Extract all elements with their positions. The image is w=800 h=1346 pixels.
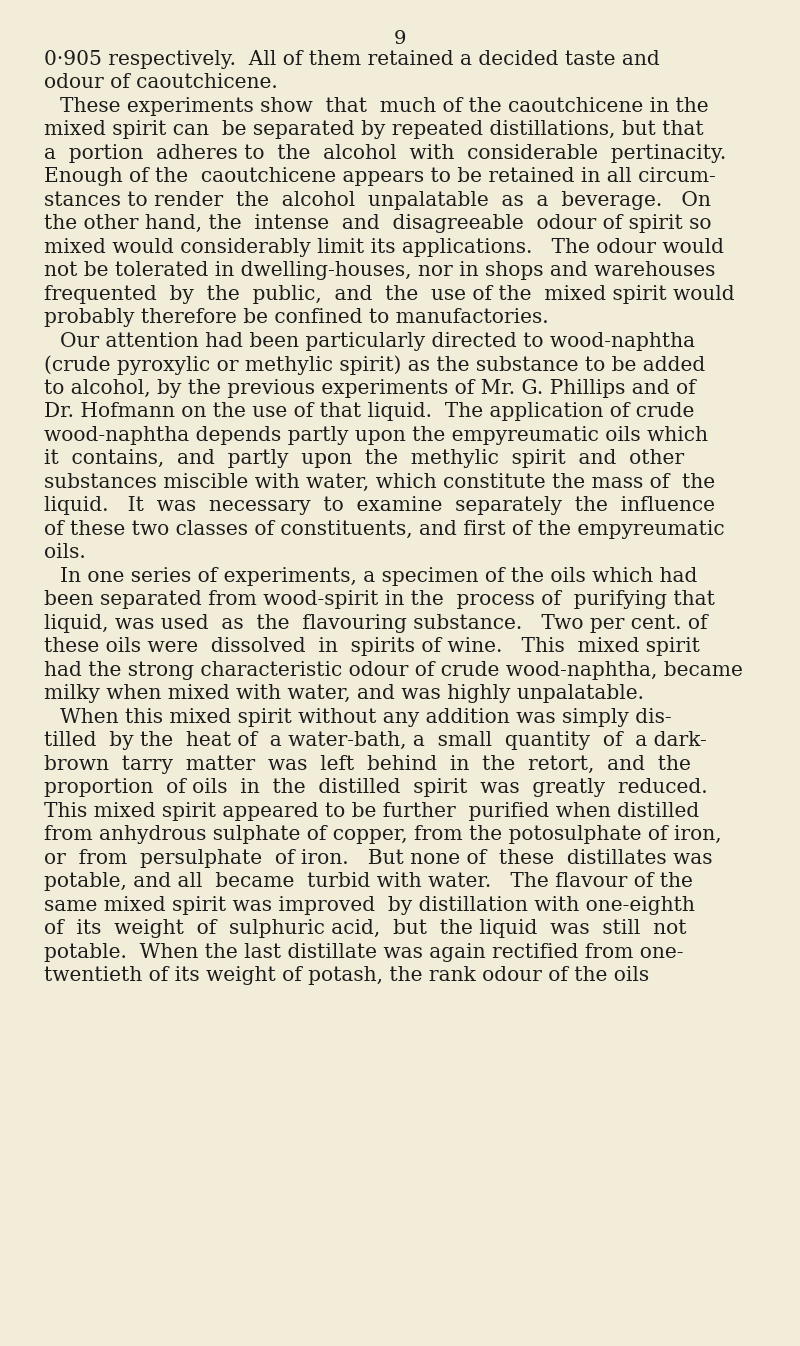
Text: from anhydrous sulphate of copper, from the potosulphate of iron,: from anhydrous sulphate of copper, from … bbox=[44, 825, 722, 844]
Text: 0·905 respectively.  All of them retained a decided taste and: 0·905 respectively. All of them retained… bbox=[44, 50, 660, 69]
Text: potable.  When the last distillate was again rectified from one-: potable. When the last distillate was ag… bbox=[44, 944, 683, 962]
Text: brown  tarry  matter  was  left  behind  in  the  retort,  and  the: brown tarry matter was left behind in th… bbox=[44, 755, 691, 774]
Text: not be tolerated in dwelling-houses, nor in shops and warehouses: not be tolerated in dwelling-houses, nor… bbox=[44, 261, 715, 280]
Text: When this mixed spirit without any addition was simply dis-: When this mixed spirit without any addit… bbox=[60, 708, 672, 727]
Text: milky when mixed with water, and was highly unpalatable.: milky when mixed with water, and was hig… bbox=[44, 685, 644, 704]
Text: wood-naphtha depends partly upon the empyreumatic oils which: wood-naphtha depends partly upon the emp… bbox=[44, 425, 708, 446]
Text: mixed spirit can  be separated by repeated distillations, but that: mixed spirit can be separated by repeate… bbox=[44, 121, 704, 140]
Text: mixed would considerably limit its applications.   The odour would: mixed would considerably limit its appli… bbox=[44, 238, 724, 257]
Text: potable, and all  became  turbid with water.   The flavour of the: potable, and all became turbid with wate… bbox=[44, 872, 693, 891]
Text: In one series of experiments, a specimen of the oils which had: In one series of experiments, a specimen… bbox=[60, 567, 698, 586]
Text: These experiments show  that  much of the caoutchicene in the: These experiments show that much of the … bbox=[60, 97, 709, 116]
Text: frequented  by  the  public,  and  the  use of the  mixed spirit would: frequented by the public, and the use of… bbox=[44, 285, 734, 304]
Text: it  contains,  and  partly  upon  the  methylic  spirit  and  other: it contains, and partly upon the methyli… bbox=[44, 450, 684, 468]
Text: these oils were  dissolved  in  spirits of wine.   This  mixed spirit: these oils were dissolved in spirits of … bbox=[44, 638, 700, 657]
Text: oils.: oils. bbox=[44, 544, 86, 563]
Text: tilled  by the  heat of  a water-bath, a  small  quantity  of  a dark-: tilled by the heat of a water-bath, a sm… bbox=[44, 731, 706, 751]
Text: odour of caoutchicene.: odour of caoutchicene. bbox=[44, 74, 278, 93]
Text: same mixed spirit was improved  by distillation with one-eighth: same mixed spirit was improved by distil… bbox=[44, 896, 695, 915]
Text: substances miscible with water, which constitute the mass of  the: substances miscible with water, which co… bbox=[44, 472, 715, 493]
Text: This mixed spirit appeared to be further  purified when distilled: This mixed spirit appeared to be further… bbox=[44, 802, 699, 821]
Text: Dr. Hofmann on the use of that liquid.  The application of crude: Dr. Hofmann on the use of that liquid. T… bbox=[44, 402, 694, 421]
Text: or  from  persulphate  of iron.   But none of  these  distillates was: or from persulphate of iron. But none of… bbox=[44, 849, 713, 868]
Text: of  its  weight  of  sulphuric acid,  but  the liquid  was  still  not: of its weight of sulphuric acid, but the… bbox=[44, 919, 686, 938]
Text: Our attention had been particularly directed to wood-naphtha: Our attention had been particularly dire… bbox=[60, 332, 695, 351]
Text: the other hand, the  intense  and  disagreeable  odour of spirit so: the other hand, the intense and disagree… bbox=[44, 214, 711, 233]
Text: liquid.   It  was  necessary  to  examine  separately  the  influence: liquid. It was necessary to examine sepa… bbox=[44, 497, 715, 516]
Text: had the strong characteristic odour of crude wood-naphtha, became: had the strong characteristic odour of c… bbox=[44, 661, 743, 680]
Text: probably therefore be confined to manufactories.: probably therefore be confined to manufa… bbox=[44, 308, 549, 327]
Text: been separated from wood-spirit in the  process of  purifying that: been separated from wood-spirit in the p… bbox=[44, 591, 715, 610]
Text: twentieth of its weight of potash, the rank odour of the oils: twentieth of its weight of potash, the r… bbox=[44, 966, 649, 985]
Text: of these two classes of constituents, and first of the empyreumatic: of these two classes of constituents, an… bbox=[44, 520, 725, 538]
Text: a  portion  adheres to  the  alcohol  with  considerable  pertinacity.: a portion adheres to the alcohol with co… bbox=[44, 144, 726, 163]
Text: stances to render  the  alcohol  unpalatable  as  a  beverage.   On: stances to render the alcohol unpalatabl… bbox=[44, 191, 711, 210]
Text: proportion  of oils  in  the  distilled  spirit  was  greatly  reduced.: proportion of oils in the distilled spir… bbox=[44, 778, 708, 797]
Text: liquid, was used  as  the  flavouring substance.   Two per cent. of: liquid, was used as the flavouring subst… bbox=[44, 614, 707, 633]
Text: to alcohol, by the previous experiments of Mr. G. Phillips and of: to alcohol, by the previous experiments … bbox=[44, 380, 696, 398]
Text: 9: 9 bbox=[394, 30, 406, 48]
Text: Enough of the  caoutchicene appears to be retained in all circum-: Enough of the caoutchicene appears to be… bbox=[44, 167, 716, 187]
Text: (crude pyroxylic or methylic spirit) as the substance to be added: (crude pyroxylic or methylic spirit) as … bbox=[44, 355, 706, 376]
